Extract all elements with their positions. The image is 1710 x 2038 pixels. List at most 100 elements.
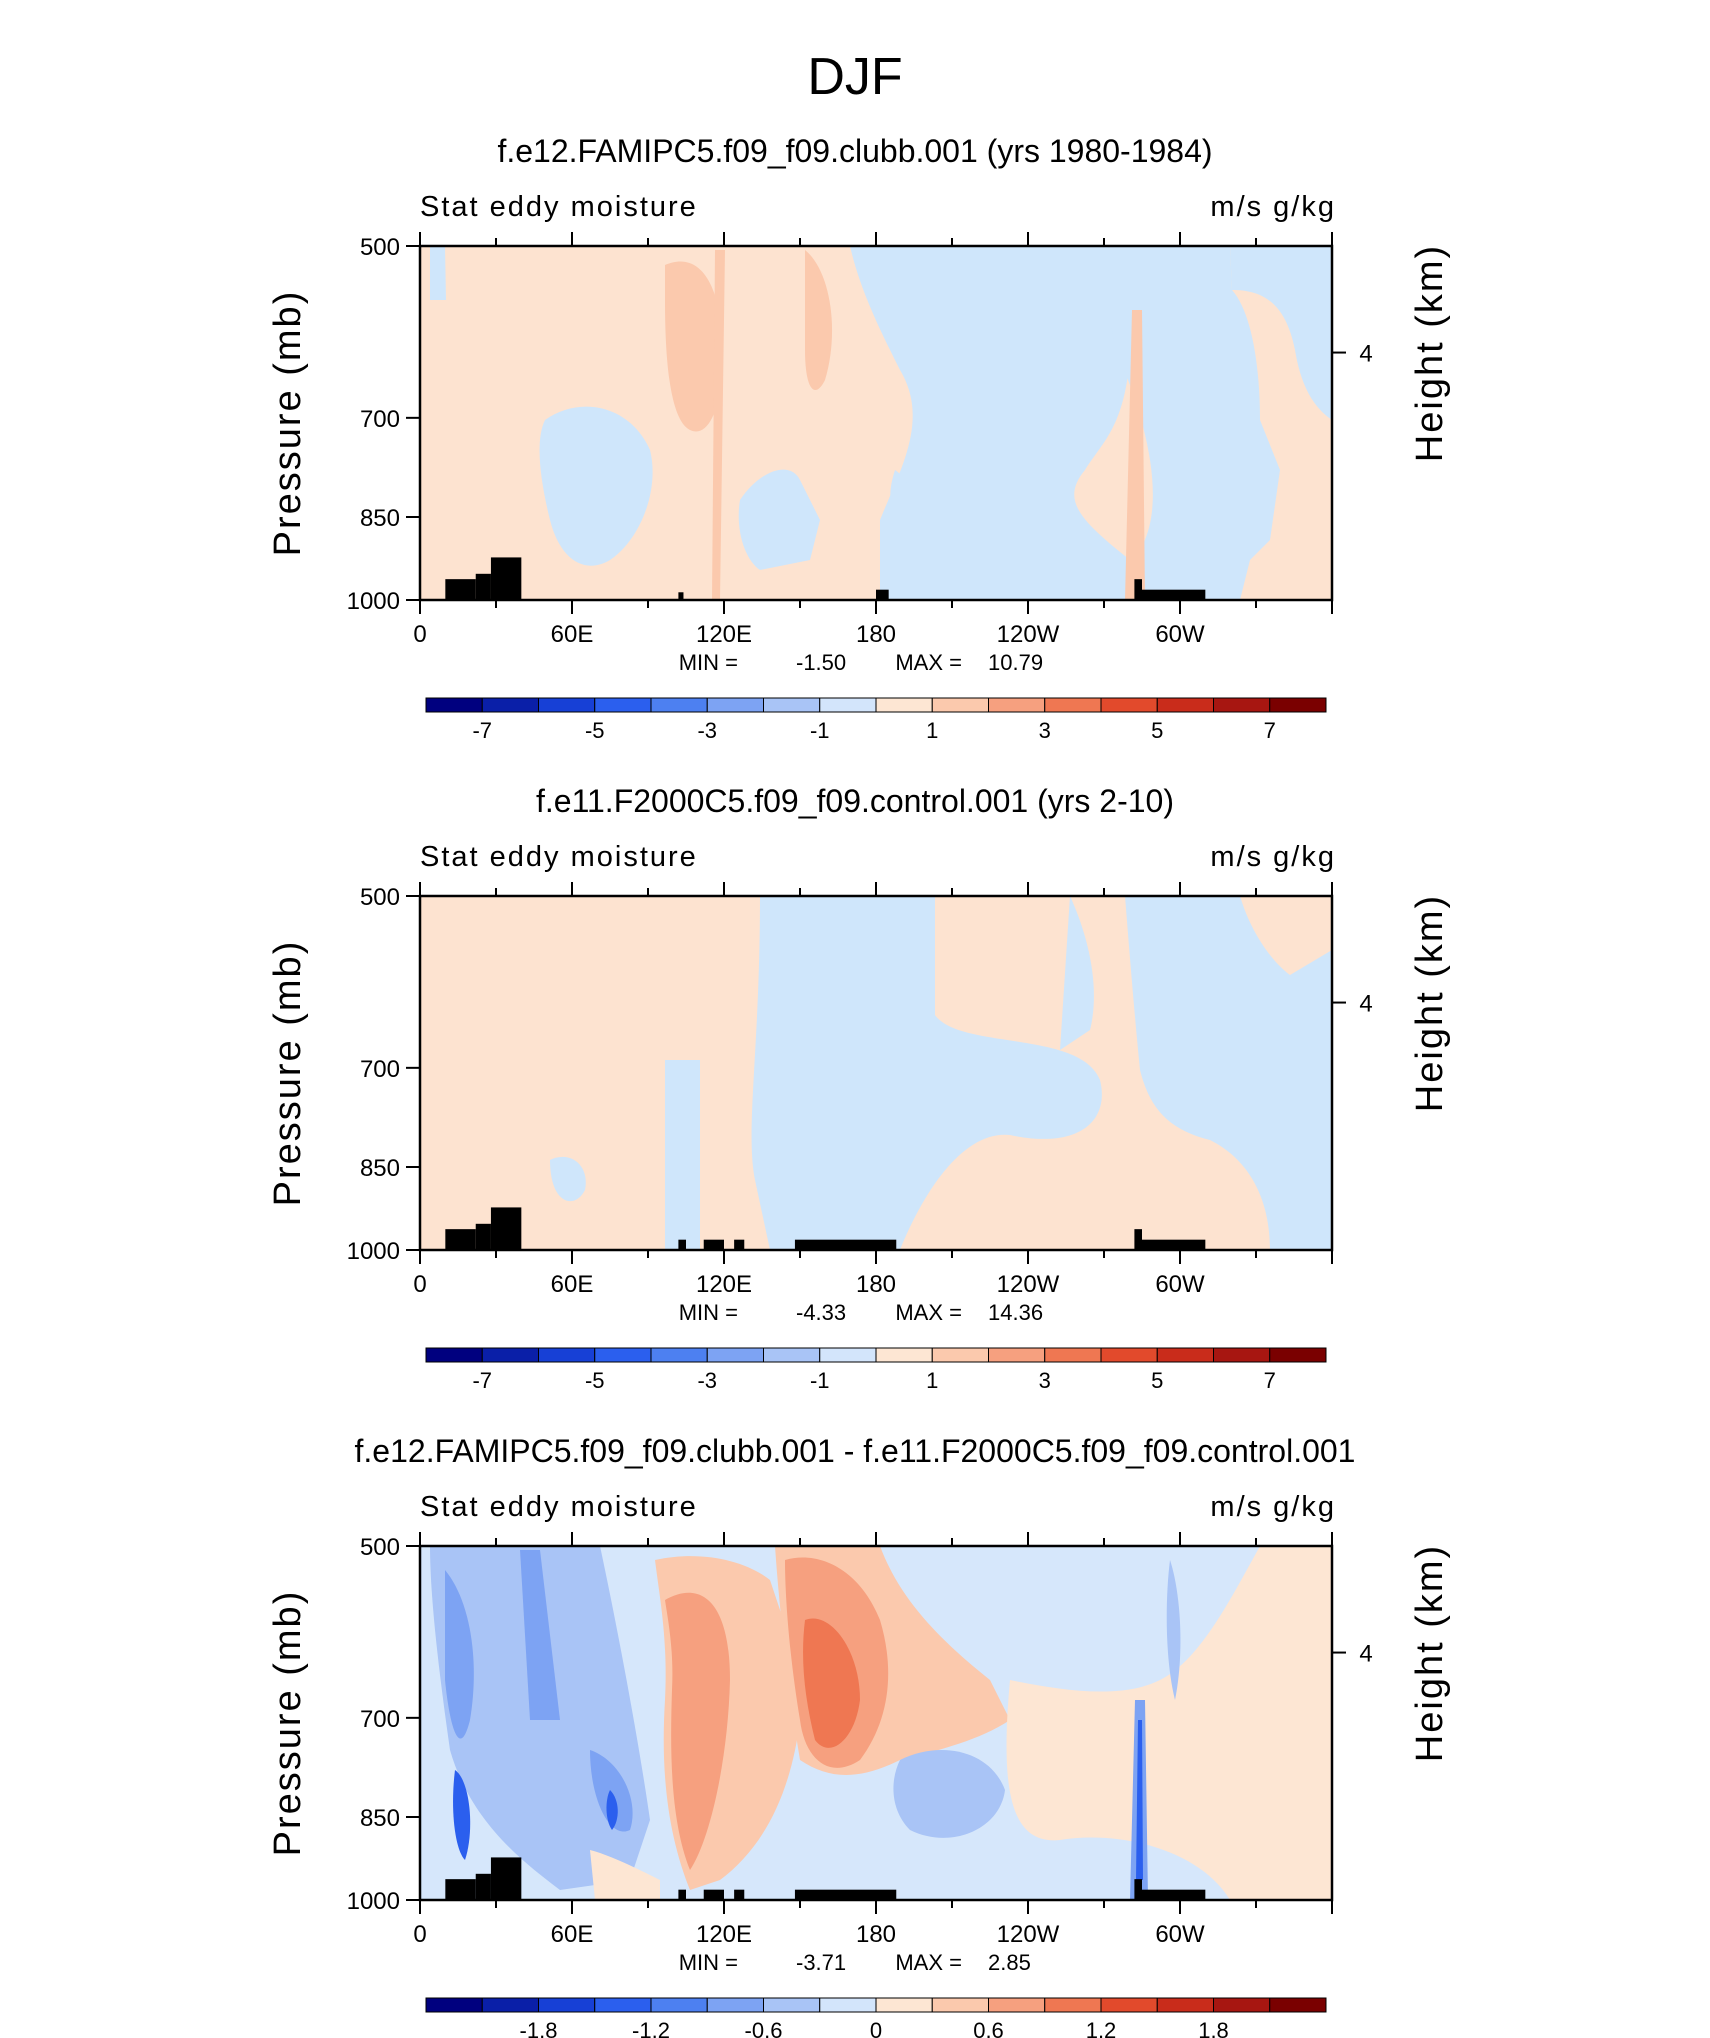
panel-2-colorbar-swatch bbox=[650, 1347, 708, 1363]
panel-1-colorbar-swatch bbox=[538, 697, 596, 713]
panel-2-ytick-label: 700 bbox=[360, 1056, 400, 1083]
panel-1-colorbar-swatch bbox=[875, 697, 933, 713]
panel-2-ytick-label: 1000 bbox=[347, 1238, 400, 1265]
panel-2-colorbar-label: -7 bbox=[472, 1368, 492, 1393]
panel-1-terrain-block-1 bbox=[475, 573, 491, 600]
panel-1-left-label: Stat eddy moisture bbox=[420, 191, 698, 223]
panel-1-terrain-block-3 bbox=[678, 592, 684, 600]
panel-1-terrain bbox=[445, 557, 1206, 600]
panel-1-xtick-label: 60W bbox=[1155, 621, 1205, 648]
panel-2-colorbar-swatch bbox=[1156, 1347, 1214, 1363]
panel-1-colorbar-label: 5 bbox=[1151, 718, 1163, 743]
panel-3-xtick-label: 60W bbox=[1155, 1921, 1205, 1948]
panel-3-colorbar-swatch bbox=[1213, 1997, 1271, 2013]
panel-2-colorbar-swatch bbox=[819, 1347, 877, 1363]
panel-1-min-value: -1.50 bbox=[796, 650, 846, 675]
panel-2-axes: 0 60E 120E 180 120W 60W 500 700 850 1000 4 Pressure… bbox=[267, 882, 1451, 1325]
panel-2-colorbar-swatch bbox=[1044, 1347, 1102, 1363]
panel-3-ytick-label: 500 bbox=[360, 1534, 400, 1561]
panel-2-min-value: -4.33 bbox=[796, 1300, 846, 1325]
panel-2-colorbar-swatch bbox=[1269, 1347, 1327, 1363]
panel-3-max-value: 2.85 bbox=[988, 1950, 1031, 1975]
panel-1-region-g bbox=[890, 470, 911, 516]
panel-1-xtick-label: 180 bbox=[856, 621, 896, 648]
panel-3-colorbar-swatch bbox=[1100, 1997, 1158, 2013]
panel-1-region-f bbox=[1230, 246, 1332, 420]
panel-3-colorbar-swatch bbox=[425, 1997, 483, 2013]
panel-3-terrain-block-8 bbox=[1142, 1889, 1206, 1900]
panel-1-right-label: m/s g/kg bbox=[1210, 191, 1336, 223]
panel-3-terrain-block-5 bbox=[734, 1889, 745, 1900]
panel-2-ylabel-right: Height (km) bbox=[1409, 894, 1451, 1112]
panel-3-min-value: -3.71 bbox=[796, 1950, 846, 1975]
panel-3-colorbar-swatch bbox=[988, 1997, 1046, 2013]
panel-1-regions bbox=[430, 246, 1332, 600]
page-title: DJF bbox=[807, 48, 902, 106]
panel-2-right-label: m/s g/kg bbox=[1210, 841, 1336, 873]
panel-1-region-i bbox=[805, 250, 833, 390]
panel-3-ytick-right-label: 4 bbox=[1359, 1641, 1372, 1668]
panel-2-colorbar-swatch bbox=[1100, 1347, 1158, 1363]
panel-1-colorbar: -7 -5 -3 -1 1 3 5 7 bbox=[425, 697, 1327, 743]
panel-2-colorbar-swatch bbox=[706, 1347, 764, 1363]
panel-3-terrain-block-4 bbox=[703, 1889, 724, 1900]
panel-2-colorbar-swatch bbox=[1213, 1347, 1271, 1363]
panel-1-region-b bbox=[539, 406, 653, 566]
panel-1-axes: 0 60E 120E 180 120W 60W 500 700 850 1000 4 Pressure… bbox=[267, 232, 1451, 675]
panel-3-title: f.e12.FAMIPC5.f09_f09.clubb.001 - f.e11.… bbox=[355, 1433, 1356, 1469]
panel-2-xtick-label: 60E bbox=[551, 1271, 594, 1298]
panel-1-colorbar-swatch bbox=[650, 697, 708, 713]
panel-3-plot-area: 0 60E 120E 180 120W 60W 500 700 850 1000 4 Pressure… bbox=[267, 1532, 1451, 1975]
panel-2-max-value: 14.36 bbox=[988, 1300, 1043, 1325]
panel-3-xtick-label: 0 bbox=[413, 1921, 426, 1948]
panel-3-colorbar-label: -0.6 bbox=[745, 2018, 783, 2038]
panel-3-region-diff-15 bbox=[1136, 1720, 1143, 1880]
panel-3-colorbar-swatch bbox=[538, 1997, 596, 2013]
panel-1-terrain-block-2 bbox=[490, 557, 522, 600]
panel-1-xtick-label: 0 bbox=[413, 621, 426, 648]
panel-1-colorbar-swatch bbox=[1044, 697, 1102, 713]
panel-1-colorbar-swatch bbox=[481, 697, 539, 713]
panel-2-colorbar-label: 5 bbox=[1151, 1368, 1163, 1393]
panel-3-colorbar-swatch bbox=[650, 1997, 708, 2013]
panel-1-region-a bbox=[430, 246, 446, 300]
panel-2-colorbar-label: -5 bbox=[585, 1368, 605, 1393]
panel-2-plot-area: 0 60E 120E 180 120W 60W 500 700 850 1000 4 Pressure… bbox=[267, 882, 1451, 1325]
panel-3-region-diff-16 bbox=[590, 1850, 660, 1900]
panel-3-terrain-block-3 bbox=[678, 1889, 686, 1900]
panel-1-colorbar-label: -1 bbox=[810, 718, 830, 743]
panel-2-min-label: MIN = bbox=[679, 1300, 738, 1325]
panel-1-colorbar-swatch bbox=[594, 697, 652, 713]
panel-3-ylabel: Pressure (mb) bbox=[267, 1590, 309, 1857]
panel-2-ytick-right-label: 4 bbox=[1359, 991, 1372, 1018]
panel-3-colorbar-label: 0.6 bbox=[973, 2018, 1004, 2038]
panel-1-title: f.e12.FAMIPC5.f09_f09.clubb.001 (yrs 198… bbox=[497, 133, 1212, 169]
panel-2-ytick-label: 500 bbox=[360, 884, 400, 911]
panel-2-terrain-block-1 bbox=[475, 1223, 491, 1250]
panel-3-colorbar-swatch bbox=[706, 1997, 764, 2013]
panel-2-colorbar-swatch bbox=[763, 1347, 821, 1363]
panel-1-colorbar-swatch bbox=[763, 697, 821, 713]
panel-3-xtick-label: 120E bbox=[696, 1921, 752, 1948]
panel-3-region-diff-6 bbox=[606, 1790, 618, 1830]
panel-3-terrain-block-0 bbox=[445, 1879, 476, 1900]
panel-3-terrain-block-6 bbox=[794, 1889, 897, 1900]
panel-2-xtick-label: 120W bbox=[997, 1271, 1060, 1298]
panel-3-region-diff-11 bbox=[803, 1618, 860, 1748]
panel-2-terrain-block-4 bbox=[703, 1239, 724, 1250]
panel-1-colorbar-swatch bbox=[1213, 697, 1271, 713]
panel-1-xtick-label: 120E bbox=[696, 621, 752, 648]
panel-2-regions bbox=[550, 896, 1332, 1250]
panel-3-colorbar-label: -1.2 bbox=[632, 2018, 670, 2038]
panel-3-region-diff-8 bbox=[665, 1592, 730, 1870]
panel-1-plot-area: 0 60E 120E 180 120W 60W 500 700 850 1000 4 Pressure… bbox=[267, 232, 1451, 675]
panel-2-colorbar-swatch bbox=[538, 1347, 596, 1363]
panel-1-terrain-block-0 bbox=[445, 579, 476, 600]
panel-1-region-j bbox=[712, 250, 725, 600]
panel-3-terrain-block-2 bbox=[490, 1857, 522, 1900]
panel-2-terrain-block-5 bbox=[734, 1239, 745, 1250]
panel-1-colorbar-label: 3 bbox=[1039, 718, 1051, 743]
panel-3-colorbar-swatch bbox=[481, 1997, 539, 2013]
panel-1-colorbar-swatch bbox=[1269, 697, 1327, 713]
